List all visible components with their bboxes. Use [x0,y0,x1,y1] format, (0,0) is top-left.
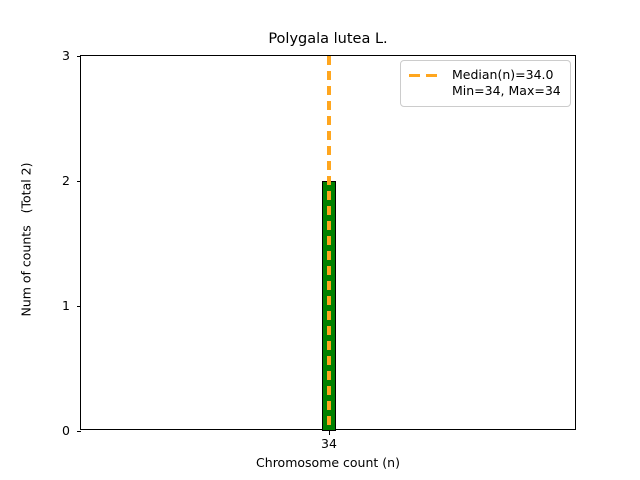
legend-median-label: Median(n)=34.0 [452,67,554,82]
legend-entry-texts: Median(n)=34.0 Min=34, Max=34 [452,67,561,99]
chart-title: Polygala lutea L. [268,31,388,47]
y-tick-label: 1 [62,298,70,313]
y-tick-label: 2 [62,173,70,188]
y-axis-label: Num of counts (Total 2) [18,162,34,317]
y-tick-mark [77,180,81,182]
legend-entry: Median(n)=34.0 Min=34, Max=34 [409,67,562,99]
plot-area: 0 1 2 3 34 [62,49,576,451]
y-tick-mark [77,430,81,432]
y-tick-mark [77,305,81,307]
y-tick-label: 0 [62,423,70,438]
legend-minmax-label: Min=34, Max=34 [452,83,561,98]
x-tick-mark [328,431,330,435]
x-axis-label: Chromosome count (n) [256,455,400,470]
median-dash-icon [409,69,443,82]
chart-legend: Median(n)=34.0 Min=34, Max=34 [400,60,571,107]
x-tick-label: 34 [321,436,337,451]
median-line [327,56,331,429]
y-tick-mark [77,55,81,57]
y-tick-label: 3 [62,48,70,63]
